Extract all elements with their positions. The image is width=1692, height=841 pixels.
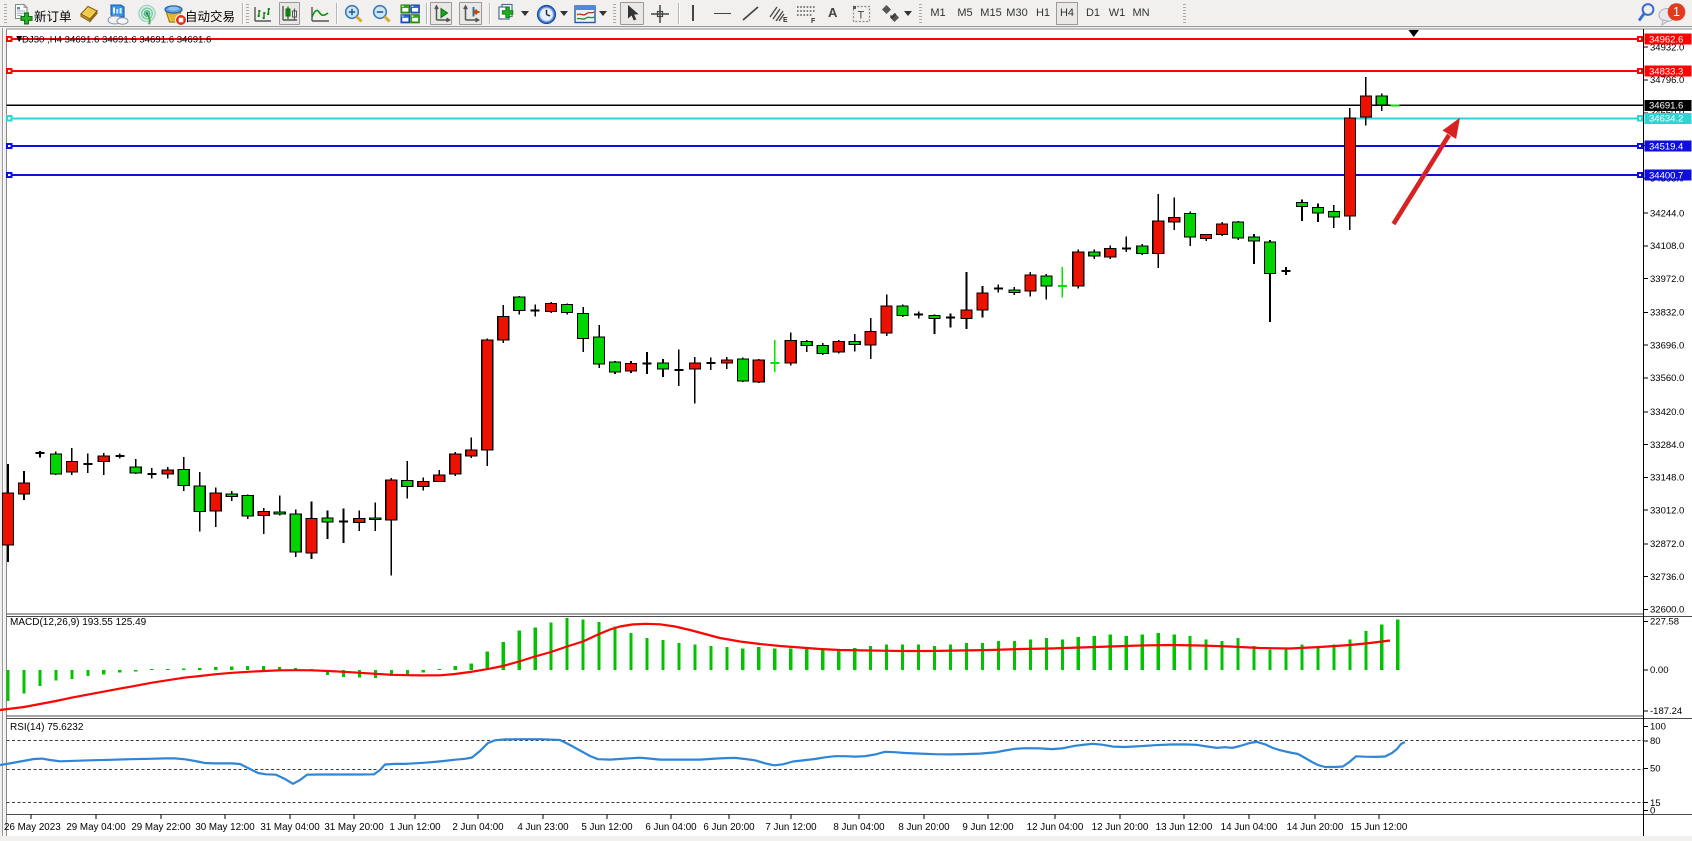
svg-text:33148.0: 33148.0 <box>1650 473 1684 484</box>
svg-text:8 Jun 20:00: 8 Jun 20:00 <box>898 822 950 833</box>
svg-text:32736.0: 32736.0 <box>1650 572 1684 583</box>
svg-text:▼: ▼ <box>14 33 24 45</box>
svg-text:RSI(14) 75.6232: RSI(14) 75.6232 <box>10 722 84 733</box>
svg-text:15 Jun 12:00: 15 Jun 12:00 <box>1351 822 1408 833</box>
svg-text:9 Jun 12:00: 9 Jun 12:00 <box>962 822 1014 833</box>
svg-text:33560.0: 33560.0 <box>1650 373 1684 384</box>
svg-text:33696.0: 33696.0 <box>1650 340 1684 351</box>
svg-text:33420.0: 33420.0 <box>1650 407 1684 418</box>
svg-text:100: 100 <box>1650 722 1666 733</box>
svg-text:14 Jun 04:00: 14 Jun 04:00 <box>1221 822 1278 833</box>
svg-text:8 Jun 04:00: 8 Jun 04:00 <box>833 822 885 833</box>
svg-text:13 Jun 12:00: 13 Jun 12:00 <box>1156 822 1213 833</box>
svg-text:80: 80 <box>1650 736 1661 747</box>
svg-text:29 May 22:00: 29 May 22:00 <box>131 822 191 833</box>
svg-text:2 Jun 04:00: 2 Jun 04:00 <box>452 822 504 833</box>
svg-text:7 Jun 12:00: 7 Jun 12:00 <box>765 822 817 833</box>
svg-text:32600.0: 32600.0 <box>1650 605 1684 616</box>
svg-text:26 May 2023: 26 May 2023 <box>4 822 61 833</box>
svg-text:5 Jun 12:00: 5 Jun 12:00 <box>581 822 633 833</box>
svg-text:34833.3: 34833.3 <box>1649 66 1683 77</box>
svg-text:1 Jun 12:00: 1 Jun 12:00 <box>389 822 441 833</box>
svg-text:4 Jun 23:00: 4 Jun 23:00 <box>517 822 569 833</box>
svg-text:227.58: 227.58 <box>1650 617 1679 628</box>
svg-text:12 Jun 04:00: 12 Jun 04:00 <box>1027 822 1084 833</box>
svg-text:29 May 04:00: 29 May 04:00 <box>66 822 126 833</box>
svg-text:32872.0: 32872.0 <box>1650 539 1684 550</box>
svg-text:14 Jun 20:00: 14 Jun 20:00 <box>1287 822 1344 833</box>
svg-text:34634.2: 34634.2 <box>1649 114 1683 125</box>
svg-text:34962.6: 34962.6 <box>1649 34 1683 45</box>
svg-text:34244.0: 34244.0 <box>1650 208 1684 219</box>
svg-text:T: T <box>858 9 865 21</box>
svg-text:34108.0: 34108.0 <box>1650 241 1684 252</box>
svg-text:F: F <box>811 18 816 24</box>
svg-text:34519.4: 34519.4 <box>1649 141 1683 152</box>
svg-text:33284.0: 33284.0 <box>1650 440 1684 451</box>
svg-text:0: 0 <box>1650 806 1655 817</box>
svg-text:33972.0: 33972.0 <box>1650 274 1684 285</box>
svg-text:31 May 04:00: 31 May 04:00 <box>260 822 320 833</box>
svg-text:6 Jun 20:00: 6 Jun 20:00 <box>703 822 755 833</box>
svg-text:15: 15 <box>1650 798 1661 809</box>
svg-text:34796.0: 34796.0 <box>1650 75 1684 86</box>
svg-text:DJ30 ,H4 34691.6 34691.6 34691: DJ30 ,H4 34691.6 34691.6 34691.6 34691.6 <box>22 35 211 46</box>
svg-text:34932.0: 34932.0 <box>1650 42 1684 53</box>
svg-text:E: E <box>783 17 788 24</box>
svg-text:1: 1 <box>1673 5 1680 19</box>
svg-text:50: 50 <box>1650 764 1661 775</box>
svg-text:6 Jun 04:00: 6 Jun 04:00 <box>645 822 697 833</box>
svg-text:31 May 20:00: 31 May 20:00 <box>324 822 384 833</box>
svg-text:12 Jun 20:00: 12 Jun 20:00 <box>1092 822 1149 833</box>
svg-text:MACD(12,26,9) 193.55 125.49: MACD(12,26,9) 193.55 125.49 <box>10 617 147 628</box>
svg-text:33832.0: 33832.0 <box>1650 308 1684 319</box>
svg-text:34400.7: 34400.7 <box>1649 170 1683 181</box>
svg-text:0.00: 0.00 <box>1650 665 1669 676</box>
svg-text:33012.0: 33012.0 <box>1650 505 1684 516</box>
svg-text:30 May 12:00: 30 May 12:00 <box>195 822 255 833</box>
svg-text:34691.6: 34691.6 <box>1649 101 1683 112</box>
svg-text:-187.24: -187.24 <box>1650 706 1682 717</box>
